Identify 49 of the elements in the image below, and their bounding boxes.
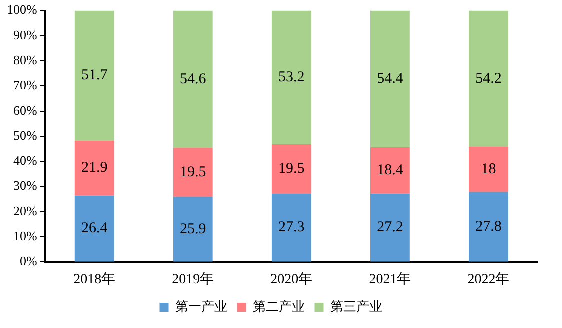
y-tick-label: 70% — [13, 78, 38, 93]
data-label: 18 — [481, 162, 496, 178]
data-label: 25.9 — [180, 221, 206, 238]
legend-label: 第三产业 — [330, 298, 382, 314]
data-label: 27.2 — [377, 220, 404, 236]
data-label: 26.4 — [81, 220, 108, 237]
bar — [469, 192, 508, 262]
bar — [469, 10, 508, 148]
bar — [173, 148, 213, 198]
data-label: 54.4 — [377, 71, 404, 88]
x-tick-label: 2022年 — [468, 271, 510, 288]
x-tick-label: 2018年 — [74, 271, 116, 288]
x-tick-label: 2019年 — [172, 271, 214, 288]
data-label: 19.5 — [278, 160, 305, 177]
bar — [370, 10, 410, 148]
legend-label: 第一产业 — [175, 298, 228, 314]
y-tick-label: 50% — [13, 128, 38, 143]
data-label: 53.2 — [278, 70, 305, 86]
bar — [173, 10, 213, 148]
y-tick-label: 90% — [13, 27, 38, 42]
data-label: 54.6 — [180, 71, 207, 88]
bar — [74, 196, 114, 262]
bar — [370, 194, 410, 262]
y-tick-label: 100% — [6, 2, 38, 18]
data-label: 21.9 — [81, 160, 108, 176]
data-label: 27.3 — [278, 220, 305, 236]
y-tick-label: 0% — [20, 254, 38, 269]
y-tick-label: 30% — [13, 178, 38, 194]
y-tick-label: 80% — [13, 52, 38, 68]
y-tick-label: 40% — [13, 153, 38, 168]
y-tick-label: 20% — [13, 203, 38, 218]
x-tick-label: 2020年 — [270, 271, 313, 288]
y-tick-label: 60% — [13, 102, 38, 118]
y-tick-label: 10% — [13, 228, 38, 244]
x-tick-label: 2021年 — [369, 271, 412, 288]
data-label: 54.2 — [476, 70, 502, 87]
data-label: 51.7 — [81, 68, 108, 84]
bar — [469, 147, 508, 192]
data-label: 18.4 — [377, 162, 404, 179]
legend-label: 第二产业 — [252, 298, 305, 314]
bar — [74, 140, 114, 196]
bar — [370, 148, 410, 194]
bar — [272, 194, 312, 262]
data-label: 19.5 — [180, 164, 206, 181]
bar — [272, 144, 312, 194]
bar — [173, 197, 213, 262]
bar — [74, 10, 114, 141]
data-label: 27.8 — [476, 218, 502, 235]
bar — [272, 10, 312, 145]
